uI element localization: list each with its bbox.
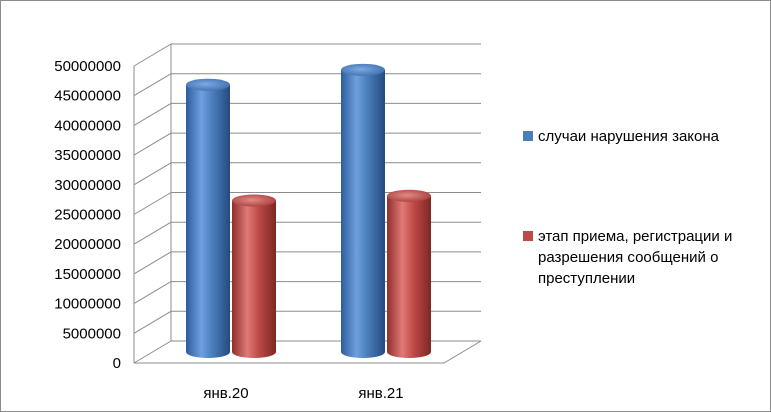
bar-body xyxy=(341,69,385,358)
chart-bars xyxy=(186,63,431,358)
bar-series-2-2 xyxy=(387,189,431,358)
y-tick-label: 5000000 xyxy=(63,325,121,342)
y-tick-label: 25000000 xyxy=(54,207,121,224)
y-tick-label: 20000000 xyxy=(54,236,121,253)
legend-label-series-2: этап приема, регистрации и разрешения со… xyxy=(538,228,733,287)
legend-swatch-series-2 xyxy=(523,231,533,241)
y-tick-label: 15000000 xyxy=(54,266,121,283)
legend-label-series-1: случаи нарушения закона xyxy=(538,128,720,145)
bar-top xyxy=(387,189,431,202)
side-gridline xyxy=(133,251,172,275)
side-gridline xyxy=(133,43,172,67)
bar-body xyxy=(387,195,431,358)
y-tick-label: 30000000 xyxy=(54,177,121,194)
bar-body xyxy=(232,200,276,358)
x-axis-labels: янв.20 янв.21 xyxy=(203,385,403,402)
y-tick-label: 50000000 xyxy=(54,58,121,75)
bar-series-2-1 xyxy=(232,194,276,358)
side-gridline xyxy=(133,132,172,156)
side-gridline xyxy=(133,162,172,186)
y-tick-label: 40000000 xyxy=(54,117,121,134)
floor-edge xyxy=(134,340,482,364)
bar-top xyxy=(232,194,276,207)
y-tick-label: 10000000 xyxy=(54,296,121,313)
legend-item-series-2: этап приема, регистрации и разрешения со… xyxy=(523,226,763,289)
bar-series-1-2 xyxy=(341,63,385,358)
bar-body xyxy=(186,84,230,358)
legend-item-series-1: случаи нарушения закона xyxy=(523,126,763,147)
x-tick-label: янв.20 xyxy=(203,385,248,402)
bar-top xyxy=(341,63,385,76)
side-gridline xyxy=(133,73,172,97)
side-gridline xyxy=(133,281,172,305)
side-gridline xyxy=(133,192,172,215)
x-tick-label: янв.21 xyxy=(358,385,403,402)
side-gridline xyxy=(133,340,172,364)
legend-swatch-series-1 xyxy=(523,131,533,141)
bar-series-1-1 xyxy=(186,78,230,358)
bar-top xyxy=(186,78,230,91)
y-tick-label: 0 xyxy=(113,355,121,372)
y-tick-label: 35000000 xyxy=(54,147,121,164)
side-gridline xyxy=(133,310,172,334)
side-gridline xyxy=(133,221,172,245)
side-gridline xyxy=(133,102,172,126)
y-tick-label: 45000000 xyxy=(54,88,121,105)
y-axis-ticks: 0 5000000 10000000 15000000 20000000 25000000… xyxy=(54,58,121,372)
